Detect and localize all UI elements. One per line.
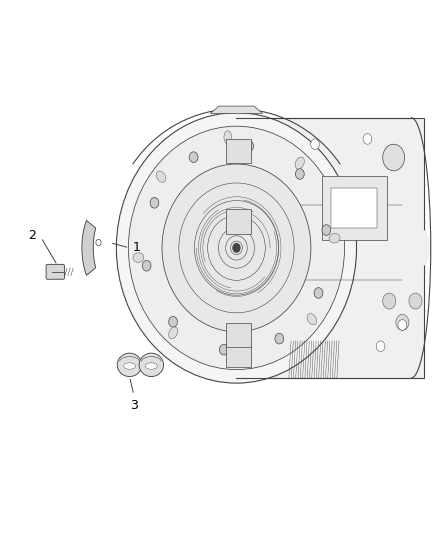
FancyBboxPatch shape bbox=[46, 264, 64, 279]
Circle shape bbox=[296, 168, 304, 179]
Circle shape bbox=[150, 198, 159, 208]
Ellipse shape bbox=[117, 353, 142, 376]
Text: 1: 1 bbox=[133, 241, 141, 254]
Ellipse shape bbox=[307, 313, 317, 325]
Circle shape bbox=[275, 333, 284, 344]
Text: 2: 2 bbox=[28, 229, 36, 242]
Circle shape bbox=[383, 144, 405, 171]
Ellipse shape bbox=[145, 363, 157, 369]
Ellipse shape bbox=[128, 126, 345, 369]
Circle shape bbox=[363, 134, 372, 144]
FancyBboxPatch shape bbox=[226, 209, 251, 233]
Circle shape bbox=[376, 341, 385, 352]
FancyBboxPatch shape bbox=[226, 343, 251, 367]
Wedge shape bbox=[411, 224, 431, 272]
Circle shape bbox=[396, 314, 409, 330]
Polygon shape bbox=[210, 106, 263, 114]
Circle shape bbox=[311, 139, 319, 150]
Polygon shape bbox=[82, 221, 96, 276]
Ellipse shape bbox=[162, 164, 311, 332]
FancyBboxPatch shape bbox=[321, 176, 387, 240]
Ellipse shape bbox=[241, 352, 249, 365]
Ellipse shape bbox=[156, 171, 166, 182]
Circle shape bbox=[409, 293, 422, 309]
Circle shape bbox=[189, 152, 198, 163]
Ellipse shape bbox=[124, 363, 136, 369]
FancyBboxPatch shape bbox=[226, 323, 251, 347]
Circle shape bbox=[245, 141, 254, 151]
Ellipse shape bbox=[329, 233, 340, 243]
Circle shape bbox=[383, 293, 396, 309]
Circle shape bbox=[314, 288, 323, 298]
Circle shape bbox=[398, 320, 407, 330]
Ellipse shape bbox=[117, 112, 357, 383]
Circle shape bbox=[169, 317, 177, 327]
FancyBboxPatch shape bbox=[331, 188, 378, 228]
Circle shape bbox=[96, 239, 101, 246]
FancyBboxPatch shape bbox=[237, 118, 424, 378]
Ellipse shape bbox=[224, 131, 232, 144]
Circle shape bbox=[322, 225, 331, 236]
FancyBboxPatch shape bbox=[226, 139, 251, 163]
Ellipse shape bbox=[169, 327, 178, 339]
Ellipse shape bbox=[295, 157, 304, 169]
Circle shape bbox=[142, 261, 151, 271]
Ellipse shape bbox=[139, 353, 163, 376]
Circle shape bbox=[233, 244, 240, 252]
Circle shape bbox=[219, 344, 228, 355]
Text: 3: 3 bbox=[130, 399, 138, 413]
Ellipse shape bbox=[133, 253, 144, 262]
